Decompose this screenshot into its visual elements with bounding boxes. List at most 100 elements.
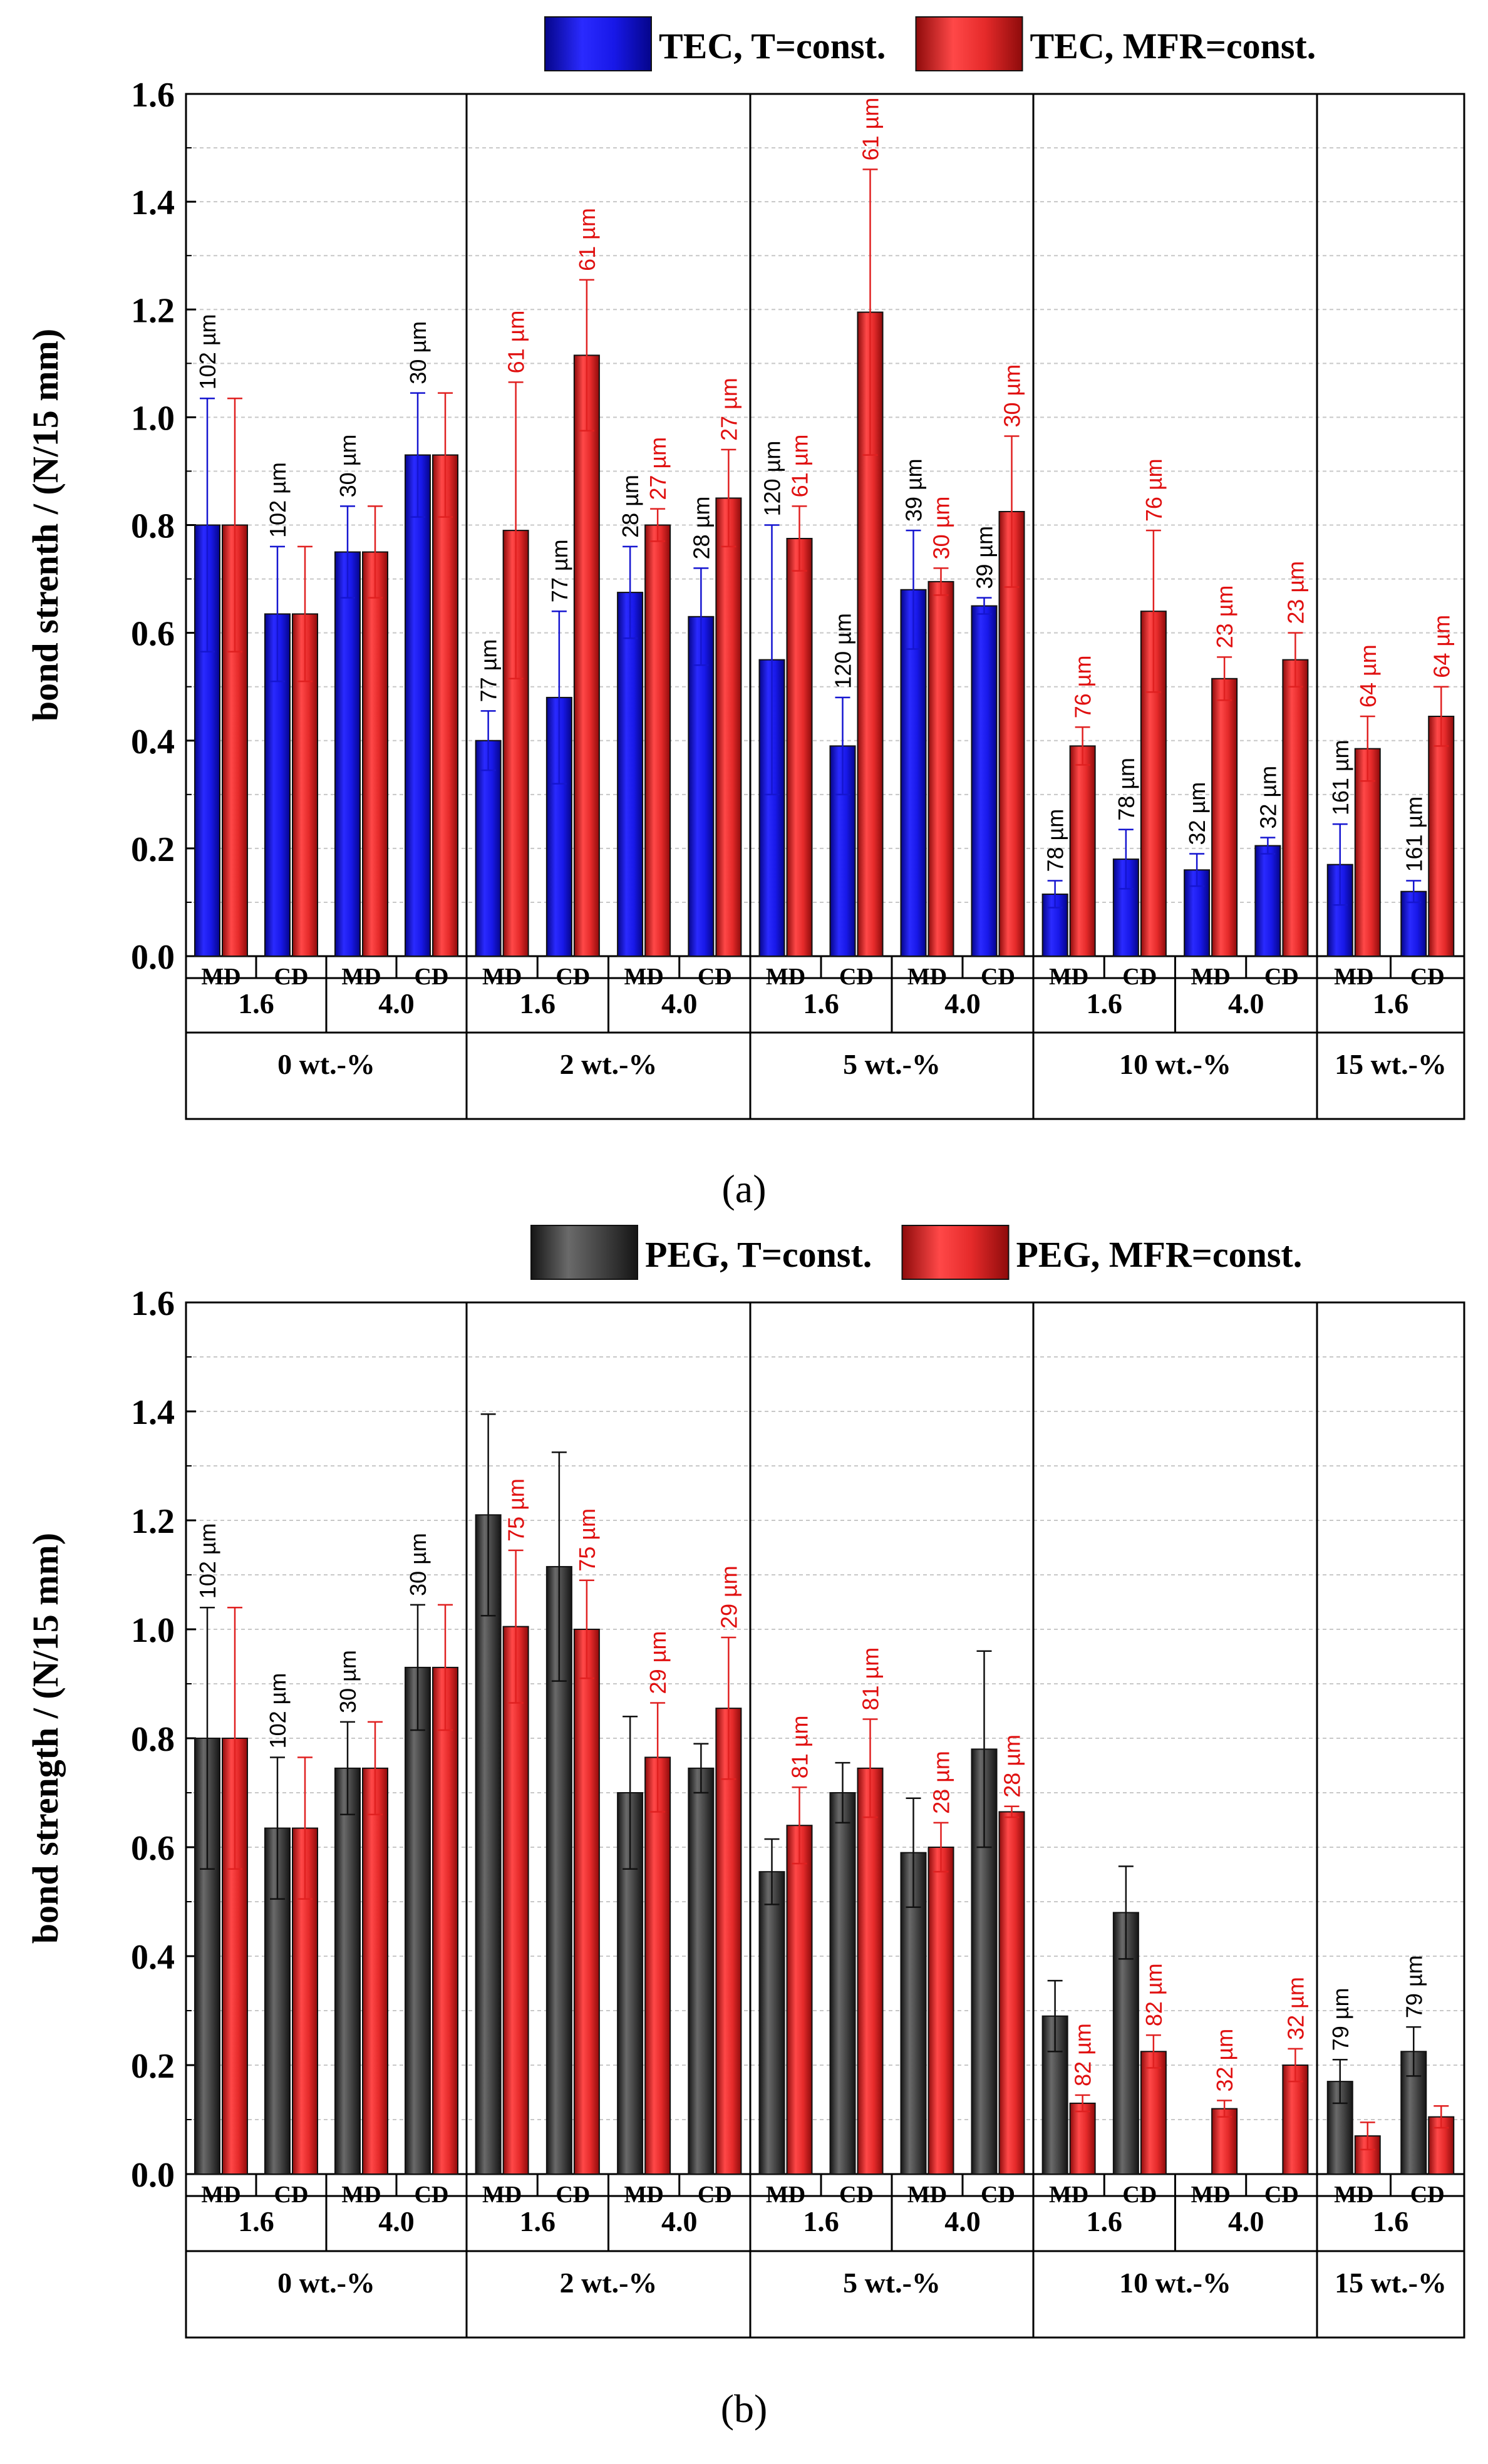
- direction-label: CD: [555, 964, 590, 990]
- direction-label: CD: [698, 2182, 732, 2208]
- y-tick-label: 0.8: [131, 1720, 175, 1759]
- bar: [292, 613, 318, 957]
- thickness-label: 102 µm: [265, 1673, 291, 1749]
- thickness-label: 78 µm: [1113, 758, 1139, 821]
- thickness-label: 120 µm: [830, 613, 856, 689]
- legend-label: PEG, T=const.: [645, 1234, 872, 1275]
- thickness-label: 30 µm: [405, 321, 431, 384]
- thickness-label: 77 µm: [476, 639, 502, 703]
- y-tick-label: 1.4: [131, 183, 175, 222]
- thickness-label: 82 µm: [1070, 2023, 1096, 2086]
- bar: [1354, 748, 1381, 957]
- direction-label: MD: [1191, 2182, 1230, 2208]
- direction-label: CD: [415, 2182, 449, 2208]
- bar: [1069, 745, 1096, 957]
- bar: [688, 1767, 715, 2175]
- thickness-label: 30 µm: [1000, 364, 1025, 428]
- bar: [644, 524, 671, 957]
- ratio-label: 4.0: [378, 2205, 415, 2237]
- direction-label: MD: [907, 964, 947, 990]
- legend-label: PEG, MFR=const.: [1016, 1234, 1303, 1275]
- direction-label: CD: [1122, 964, 1157, 990]
- thickness-label: 30 µm: [335, 435, 361, 498]
- thickness-label: 32 µm: [1255, 766, 1281, 829]
- thickness-label: 102 µm: [265, 462, 291, 538]
- thickness-label: 61 µm: [787, 435, 813, 498]
- thickness-label: 27 µm: [716, 378, 741, 441]
- bar: [334, 551, 361, 957]
- bar: [502, 1626, 529, 2175]
- thickness-label: 32 µm: [1283, 1977, 1308, 2040]
- ratio-label: 4.0: [944, 987, 981, 1019]
- direction-label: CD: [1410, 964, 1445, 990]
- direction-label: MD: [482, 2182, 522, 2208]
- thickness-label: 78 µm: [1043, 809, 1068, 872]
- thickness-label: 81 µm: [787, 1716, 813, 1779]
- direction-label: MD: [1049, 964, 1088, 990]
- bar: [829, 1792, 856, 2175]
- thickness-label: 77 µm: [547, 539, 572, 602]
- ratio-label: 4.0: [1228, 987, 1264, 1019]
- bar: [786, 1825, 813, 2175]
- direction-label: CD: [415, 964, 449, 990]
- direction-label: MD: [482, 964, 522, 990]
- thickness-label: 39 µm: [972, 526, 998, 589]
- bar: [362, 551, 388, 957]
- ratio-label: 4.0: [378, 987, 415, 1019]
- direction-label: CD: [698, 964, 732, 990]
- ratio-label: 4.0: [944, 2205, 981, 2237]
- thickness-label: 120 µm: [760, 441, 785, 517]
- bar: [617, 592, 644, 957]
- bar: [475, 1514, 502, 2175]
- thickness-label: 29 µm: [645, 1631, 671, 1694]
- chart-panel-a: 0.0 0.2 0.4 0.6 0.8 1.0 1.2 1.4 1.6 bond strenth …: [25, 16, 1465, 1211]
- direction-label: MD: [1334, 2182, 1373, 2208]
- bar: [1211, 678, 1238, 957]
- y-tick-label: 1.2: [131, 291, 175, 330]
- direction-label: MD: [201, 964, 240, 990]
- concentration-label: 2 wt.-%: [560, 1048, 658, 1080]
- direction-label: CD: [981, 964, 1015, 990]
- bar: [432, 1666, 458, 2175]
- ratio-label: 4.0: [661, 2205, 698, 2237]
- bar: [405, 1666, 431, 2175]
- thickness-label: 39 µm: [901, 458, 927, 522]
- direction-label: MD: [1334, 964, 1373, 990]
- concentration-label: 2 wt.-%: [560, 2267, 658, 2299]
- legend-label: TEC, MFR=const.: [1030, 26, 1316, 66]
- direction-label: MD: [201, 2182, 240, 2208]
- thickness-label: 30 µm: [929, 497, 954, 560]
- bar: [927, 580, 954, 957]
- thickness-label: 102 µm: [195, 1523, 220, 1599]
- thickness-label: 161 µm: [1328, 740, 1353, 815]
- thickness-label: 61 µm: [858, 98, 884, 161]
- direction-label: MD: [341, 964, 381, 990]
- legend: PEG, T=const. PEG, MFR=const.: [530, 1225, 1303, 1280]
- concentration-label: 15 wt.-%: [1335, 2267, 1447, 2299]
- ratio-label: 1.6: [520, 987, 556, 1019]
- y-tick-label: 1.6: [131, 76, 175, 115]
- concentration-label: 0 wt.-%: [277, 2267, 375, 2299]
- y-tick-label: 0.2: [131, 830, 175, 869]
- bar: [644, 1756, 671, 2175]
- ratio-label: 1.6: [1373, 2205, 1409, 2237]
- y-tick-label: 1.2: [131, 1502, 175, 1541]
- thickness-label: 23 µm: [1212, 585, 1237, 649]
- thickness-label: 28 µm: [688, 497, 714, 560]
- direction-label: MD: [624, 2182, 663, 2208]
- bar: [857, 1767, 884, 2175]
- bar: [545, 696, 572, 957]
- ratio-label: 1.6: [520, 2205, 556, 2237]
- y-tick-label: 1.0: [131, 1611, 175, 1650]
- thickness-label: 28 µm: [1000, 1735, 1025, 1798]
- bar: [1140, 2051, 1167, 2175]
- thickness-label: 32 µm: [1212, 2029, 1237, 2092]
- direction-label: MD: [907, 2182, 947, 2208]
- thickness-label: 30 µm: [335, 1650, 361, 1713]
- panel-label: (a): [721, 1167, 766, 1211]
- thickness-label: 64 µm: [1429, 615, 1454, 678]
- direction-label: CD: [1264, 2182, 1299, 2208]
- y-tick-label: 0.8: [131, 507, 175, 546]
- y-tick-label: 1.0: [131, 399, 175, 438]
- concentration-label: 10 wt.-%: [1119, 1048, 1231, 1080]
